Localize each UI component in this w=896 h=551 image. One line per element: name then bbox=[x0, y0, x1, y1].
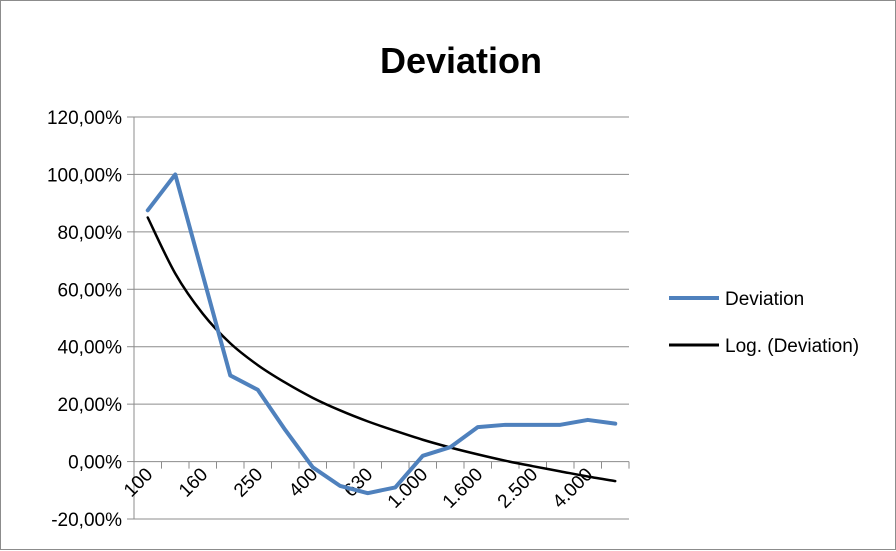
y-tick-label: 80,00% bbox=[58, 223, 123, 244]
trendline-log-deviation bbox=[146, 216, 617, 483]
axes bbox=[133, 117, 630, 519]
y-tick-label: 100,00% bbox=[47, 165, 122, 186]
y-tick-label: 60,00% bbox=[58, 280, 123, 301]
x-tick-label: 630 bbox=[340, 464, 377, 501]
y-tick-label: 0,00% bbox=[68, 453, 122, 474]
y-axis-tick-labels: 120,00% 100,00% 80,00% 60,00% 40,00% 20,00% 0,… bbox=[47, 108, 122, 531]
y-tick-label: 40,00% bbox=[58, 338, 123, 359]
chart-title: Deviation bbox=[380, 40, 542, 81]
legend: Deviation Log. (Deviation) bbox=[669, 289, 859, 357]
x-tick-label: 1.600 bbox=[439, 464, 487, 512]
x-tick-label: 100 bbox=[120, 464, 157, 501]
x-tick-label: 2.500 bbox=[494, 464, 542, 512]
x-tick-label: 160 bbox=[175, 464, 212, 501]
x-tick-label: 250 bbox=[230, 464, 267, 501]
y-tick-label: 20,00% bbox=[58, 395, 123, 416]
legend-entry-label: Deviation bbox=[725, 289, 804, 310]
gridlines bbox=[127, 116, 629, 520]
series-lines bbox=[145, 172, 618, 496]
y-tick-label: -20,00% bbox=[51, 510, 122, 531]
y-tick-label: 120,00% bbox=[47, 108, 122, 129]
legend-entry-label: Log. (Deviation) bbox=[725, 336, 859, 357]
x-axis-tick-labels: 100 160 250 400 630 1.000 1.600 2.500 4.000 bbox=[120, 464, 597, 512]
series-line-deviation bbox=[145, 172, 618, 496]
